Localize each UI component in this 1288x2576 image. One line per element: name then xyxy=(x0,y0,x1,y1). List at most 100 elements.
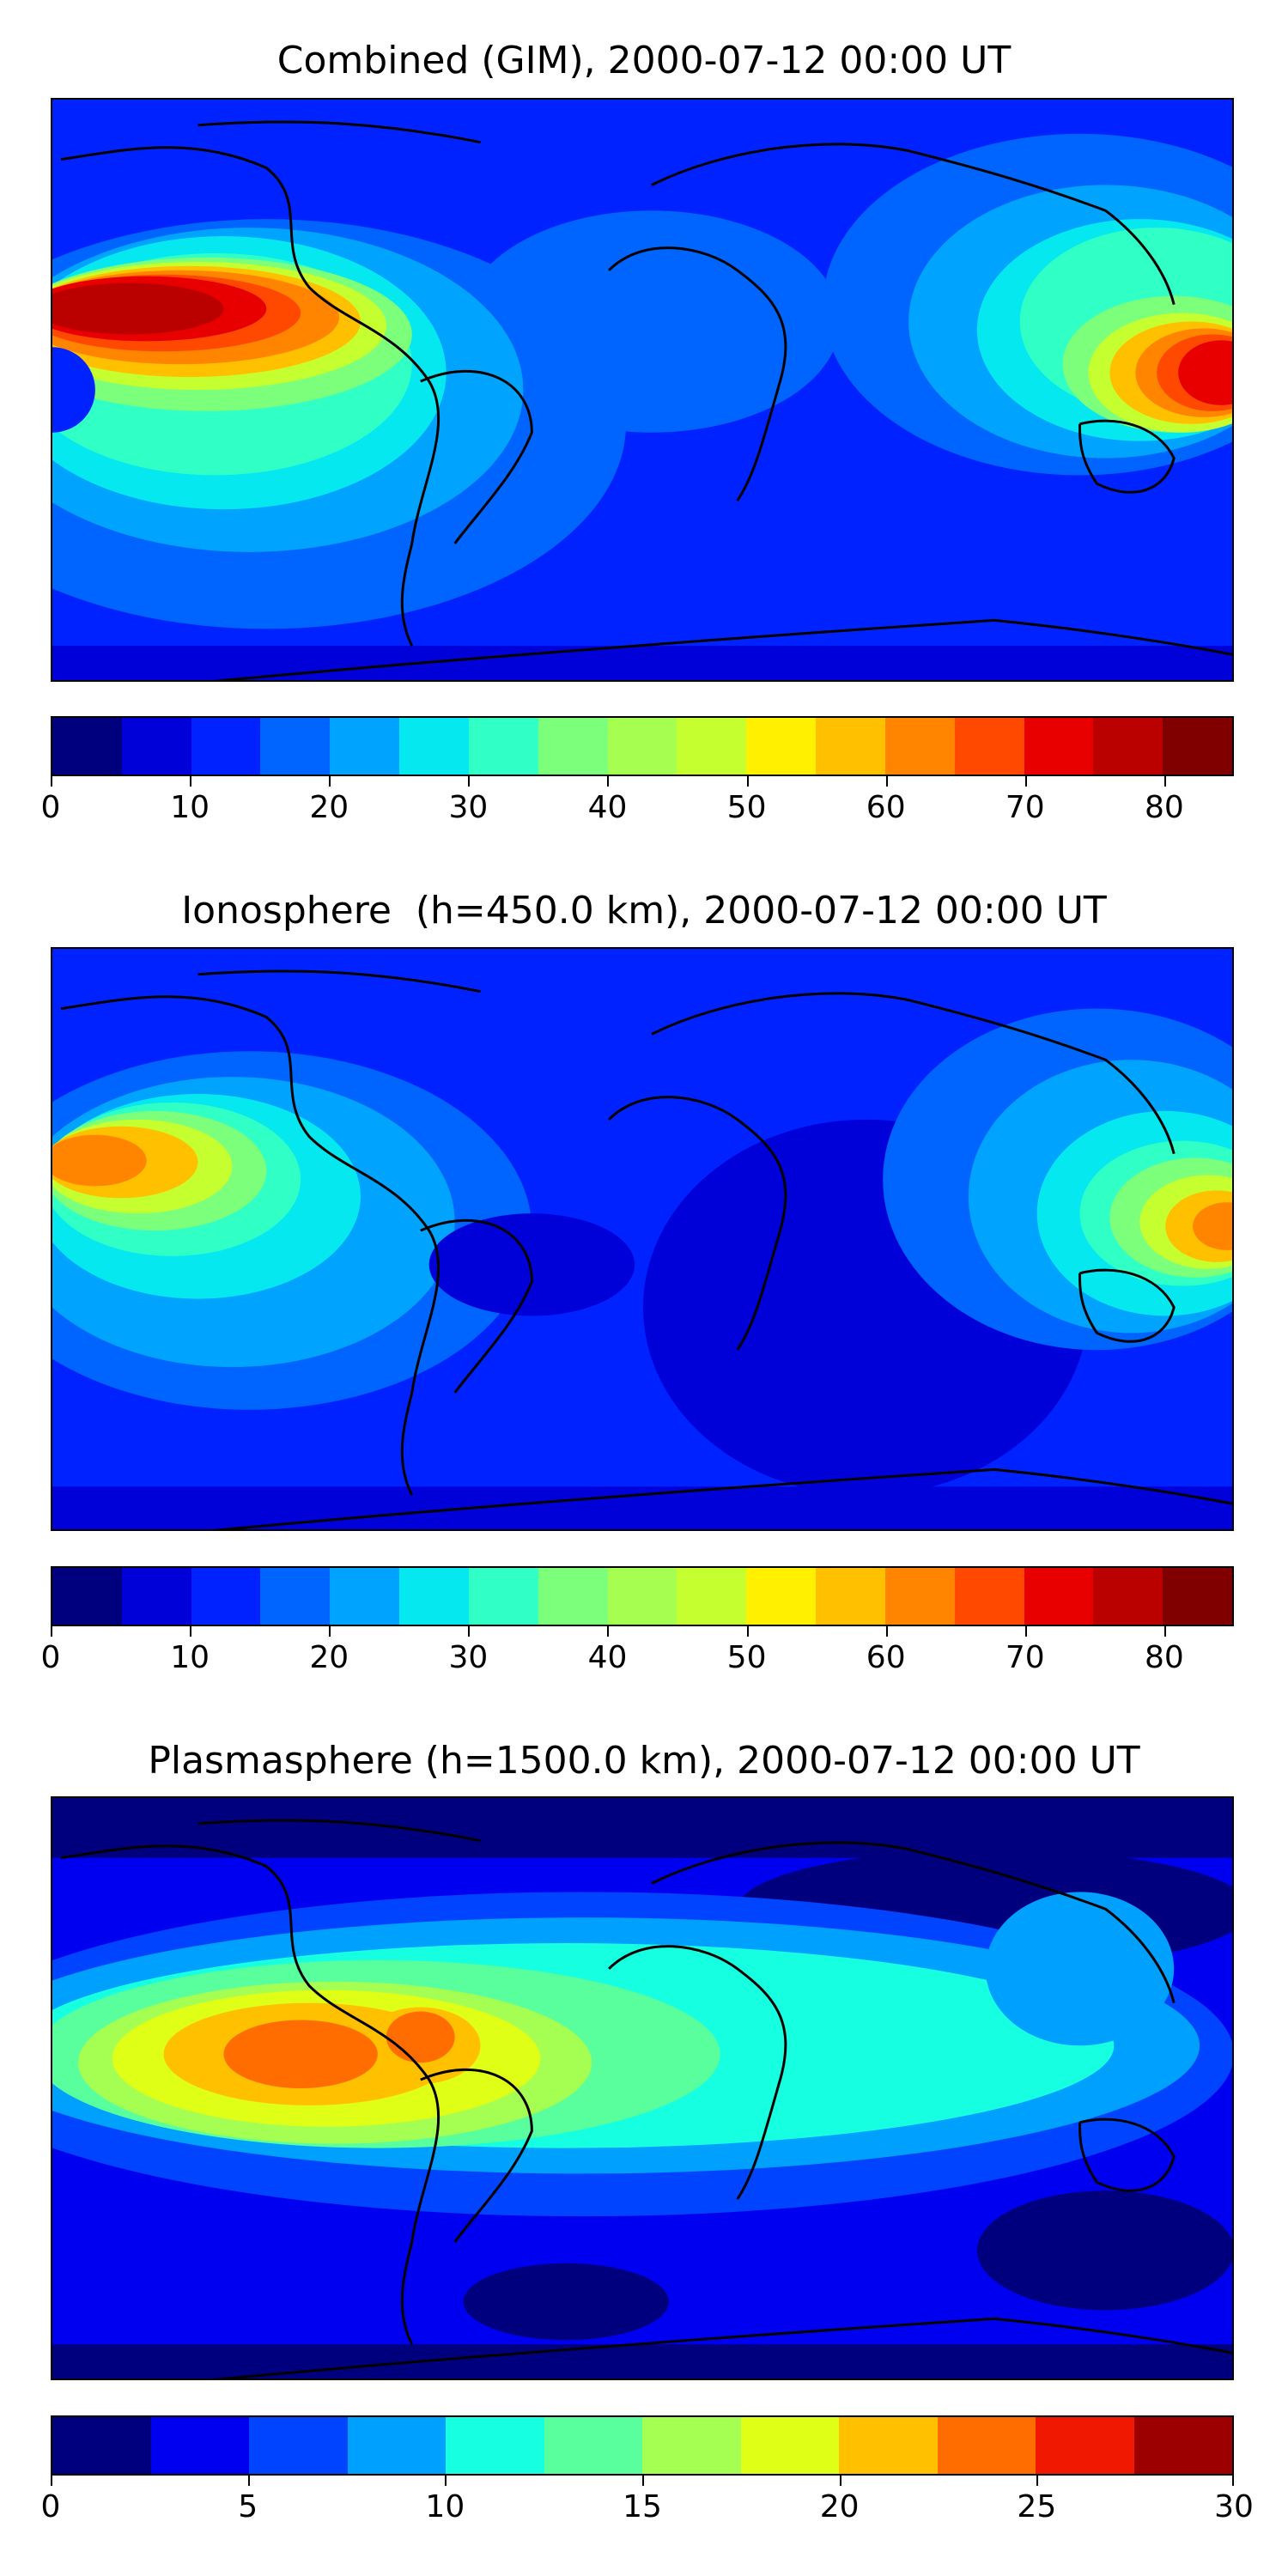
colorbar-tick-label: 80 xyxy=(1145,790,1184,825)
colorbar-tick-mark xyxy=(468,1626,471,1637)
colorbar-segment xyxy=(538,1568,608,1625)
map-ionosphere xyxy=(51,947,1234,1531)
colorbar-tick-mark xyxy=(1036,2476,1039,2486)
coastlines xyxy=(60,1819,1232,2379)
colorbar-tick-mark xyxy=(746,1626,749,1637)
colorbar-tick-label: 40 xyxy=(587,790,628,825)
colorbar-tick-mark xyxy=(51,1626,52,1637)
colorbar-segment xyxy=(884,1568,955,1625)
colorbar-segment xyxy=(249,2417,348,2474)
colorbar-tick-mark xyxy=(329,776,331,787)
colorbar-plasmasphere xyxy=(51,2415,1234,2476)
colorbar-segment xyxy=(150,2417,249,2474)
colorbar-tick-mark xyxy=(329,1626,331,1637)
colorbar-tick-mark xyxy=(885,1626,888,1637)
colorbar-tick-label: 0 xyxy=(40,2489,61,2524)
coastlines xyxy=(60,969,1232,1529)
colorbar-segment xyxy=(954,1568,1024,1625)
colorbar-segment xyxy=(260,718,331,775)
colorbar-tick-mark xyxy=(642,2476,644,2486)
colorbar-segment xyxy=(1024,718,1094,775)
colorbar-segment xyxy=(677,718,747,775)
colorbar-tick-mark xyxy=(1163,1626,1166,1637)
colorbar-segment xyxy=(468,718,538,775)
colorbar-segment xyxy=(642,2417,741,2474)
colorbar-segment xyxy=(954,718,1024,775)
colorbar-ticks-plasmasphere: 0 5 10 15 20 25 30 xyxy=(41,2476,1254,2527)
colorbar-tick-mark xyxy=(839,2476,841,2486)
colorbar-tick-label: 60 xyxy=(866,790,906,825)
colorbar-tick-mark xyxy=(51,776,52,787)
colorbar-tick-mark xyxy=(607,776,610,787)
colorbar-segment xyxy=(839,2417,938,2474)
colorbar-ionosphere xyxy=(51,1566,1234,1626)
colorbar-tick-mark xyxy=(1024,1626,1027,1637)
colorbar-tick-mark xyxy=(1163,776,1166,787)
colorbar-segment xyxy=(884,718,955,775)
map-plasmasphere xyxy=(51,1796,1234,2380)
colorbar-segment xyxy=(52,2417,151,2474)
colorbar-segment xyxy=(816,718,885,775)
colorbar-tick-mark xyxy=(51,2476,52,2486)
colorbar-tick-label: 10 xyxy=(170,1640,210,1675)
colorbar-tick-label: 30 xyxy=(448,790,489,825)
colorbar-segment xyxy=(399,1568,469,1625)
colorbar-segment xyxy=(607,1568,677,1625)
coastlines xyxy=(60,120,1232,680)
colorbar-segment xyxy=(260,1568,331,1625)
colorbar-tick-label: 15 xyxy=(623,2489,662,2524)
colorbar-segment xyxy=(52,718,122,775)
colorbar-tick-mark xyxy=(1232,2476,1234,2486)
colorbar-segment xyxy=(191,718,261,775)
map-combined xyxy=(51,98,1234,682)
colorbar-segment xyxy=(740,2417,839,2474)
colorbar-segment xyxy=(746,1568,817,1625)
tec-map-combined xyxy=(52,100,1232,680)
colorbar-segment xyxy=(121,718,191,775)
colorbar-segment xyxy=(121,1568,191,1625)
colorbar-tick-mark xyxy=(1024,776,1027,787)
colorbar-tick-mark xyxy=(468,776,471,787)
colorbar-segment xyxy=(1093,1568,1163,1625)
colorbar-tick-label: 30 xyxy=(448,1640,489,1675)
colorbar-segment xyxy=(1163,1568,1233,1625)
colorbar-segment xyxy=(1163,718,1233,775)
colorbar-segment xyxy=(446,2417,544,2474)
colorbar-tick-label: 30 xyxy=(1214,2489,1254,2524)
colorbar-combined xyxy=(51,716,1234,776)
colorbar-ticks-combined: 0 10 20 30 40 50 60 70 80 xyxy=(41,776,1234,828)
colorbar-segment xyxy=(1024,1568,1094,1625)
colorbar-segment xyxy=(937,2417,1036,2474)
colorbar-segment xyxy=(1036,2417,1134,2474)
colorbar-tick-mark xyxy=(885,776,888,787)
colorbar-segment xyxy=(330,718,400,775)
tec-map-ionosphere xyxy=(52,949,1232,1529)
colorbar-segment xyxy=(399,718,469,775)
panel-title-ionosphere: Ionosphere (h=450.0 km), 2000-07-12 00:0… xyxy=(181,889,1107,933)
colorbar-tick-mark xyxy=(190,776,192,787)
tec-map-plasmasphere xyxy=(52,1798,1232,2379)
colorbar-tick-label: 70 xyxy=(1005,1640,1045,1675)
colorbar-tick-label: 10 xyxy=(425,2489,465,2524)
colorbar-ticks-ionosphere: 0 10 20 30 40 50 60 70 80 xyxy=(41,1626,1234,1678)
colorbar-tick-label: 20 xyxy=(309,1640,349,1675)
panel-title-combined: Combined (GIM), 2000-07-12 00:00 UT xyxy=(276,39,1012,82)
colorbar-tick-label: 20 xyxy=(309,790,349,825)
colorbar-tick-label: 50 xyxy=(726,790,767,825)
panel-title-plasmasphere: Plasmasphere (h=1500.0 km), 2000-07-12 0… xyxy=(148,1739,1140,1783)
colorbar-segment xyxy=(1093,718,1163,775)
colorbar-tick-label: 0 xyxy=(40,790,61,825)
colorbar-tick-label: 10 xyxy=(170,790,210,825)
colorbar-segment xyxy=(746,718,817,775)
colorbar-segment xyxy=(191,1568,261,1625)
colorbar-segment xyxy=(1133,2417,1232,2474)
colorbar-tick-label: 70 xyxy=(1005,790,1045,825)
colorbar-tick-mark xyxy=(247,2476,250,2486)
colorbar-segment xyxy=(538,718,608,775)
colorbar-segment xyxy=(607,718,677,775)
colorbar-tick-label: 40 xyxy=(587,1640,628,1675)
colorbar-tick-label: 5 xyxy=(238,2489,258,2524)
colorbar-tick-mark xyxy=(607,1626,610,1637)
colorbar-tick-label: 20 xyxy=(819,2489,860,2524)
colorbar-tick-label: 0 xyxy=(40,1640,61,1675)
